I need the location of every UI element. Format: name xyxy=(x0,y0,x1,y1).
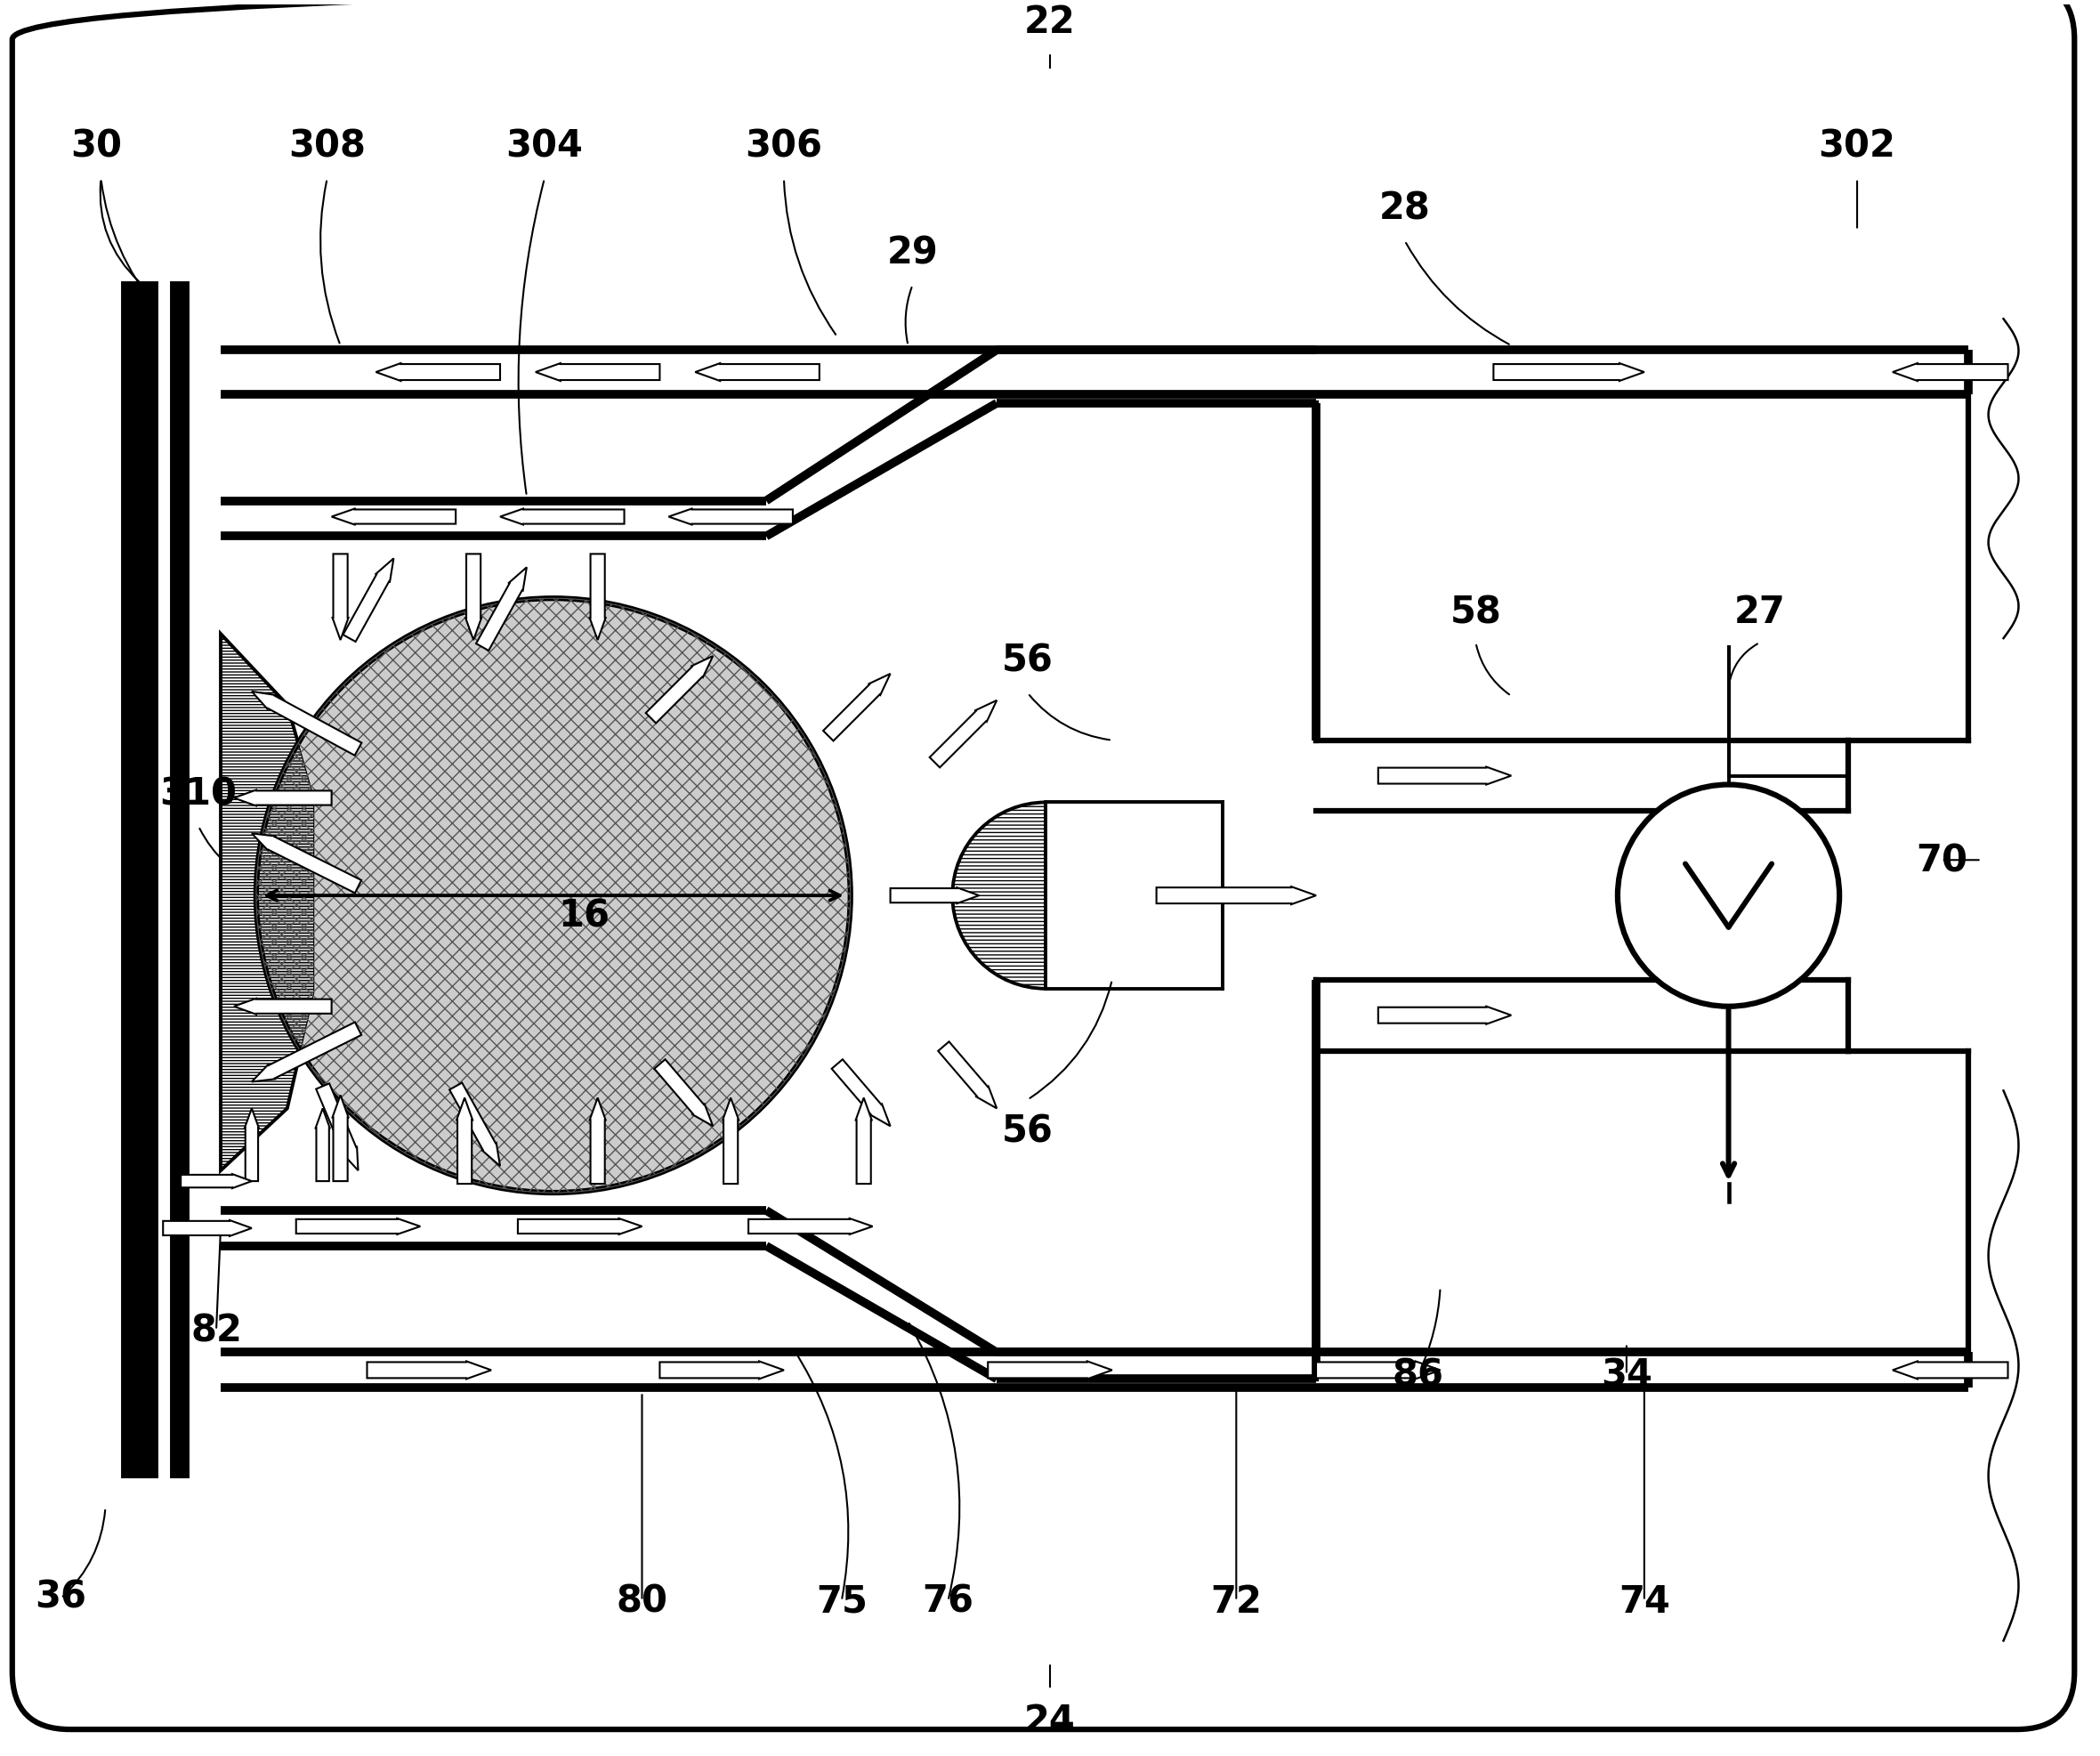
Text: 56: 56 xyxy=(1002,1112,1054,1150)
Polygon shape xyxy=(500,509,624,525)
Text: 16: 16 xyxy=(559,897,611,934)
Polygon shape xyxy=(857,1098,871,1184)
Text: 72: 72 xyxy=(1210,1582,1262,1619)
Polygon shape xyxy=(1157,887,1317,904)
Polygon shape xyxy=(332,555,349,641)
Text: 34: 34 xyxy=(1600,1356,1653,1394)
Polygon shape xyxy=(233,999,332,1015)
Text: 70: 70 xyxy=(1915,841,1968,880)
Circle shape xyxy=(256,599,851,1192)
Text: 74: 74 xyxy=(1619,1582,1670,1619)
Text: 58: 58 xyxy=(1449,594,1501,630)
Text: 28: 28 xyxy=(1380,190,1430,227)
Text: 56: 56 xyxy=(1002,643,1054,680)
Polygon shape xyxy=(164,1220,252,1236)
Polygon shape xyxy=(315,1108,330,1182)
Polygon shape xyxy=(449,1083,500,1166)
Text: 302: 302 xyxy=(1819,128,1896,165)
Polygon shape xyxy=(244,1108,258,1182)
Polygon shape xyxy=(748,1219,874,1234)
Polygon shape xyxy=(823,674,890,741)
Polygon shape xyxy=(655,1059,714,1126)
Text: 30: 30 xyxy=(71,128,122,165)
Text: 36: 36 xyxy=(36,1577,86,1616)
Polygon shape xyxy=(342,558,393,643)
Text: 82: 82 xyxy=(191,1312,241,1349)
Polygon shape xyxy=(252,692,361,755)
Polygon shape xyxy=(317,1083,359,1171)
Text: 308: 308 xyxy=(288,128,365,165)
Polygon shape xyxy=(590,1098,605,1184)
Polygon shape xyxy=(332,1096,349,1182)
Polygon shape xyxy=(930,701,998,767)
Text: 304: 304 xyxy=(506,128,584,165)
Text: 29: 29 xyxy=(886,234,939,272)
Text: 86: 86 xyxy=(1392,1356,1445,1394)
Polygon shape xyxy=(1317,1361,1441,1378)
Text: 24: 24 xyxy=(1025,1702,1075,1738)
Text: 306: 306 xyxy=(745,128,823,165)
Polygon shape xyxy=(519,1219,643,1234)
Circle shape xyxy=(1617,785,1840,1006)
Text: 76: 76 xyxy=(922,1582,974,1619)
Text: 22: 22 xyxy=(1025,4,1075,40)
Text: 310: 310 xyxy=(160,774,237,813)
Polygon shape xyxy=(890,889,979,904)
Polygon shape xyxy=(1892,363,2008,381)
Polygon shape xyxy=(456,1098,472,1184)
Polygon shape xyxy=(535,363,659,381)
Polygon shape xyxy=(1378,1006,1512,1024)
Text: 27: 27 xyxy=(1735,594,1785,630)
Polygon shape xyxy=(376,363,500,381)
Polygon shape xyxy=(233,790,332,806)
Polygon shape xyxy=(1378,767,1512,785)
Polygon shape xyxy=(252,1022,361,1082)
Polygon shape xyxy=(987,1361,1113,1378)
Polygon shape xyxy=(832,1059,890,1126)
Text: 75: 75 xyxy=(815,1582,867,1619)
Polygon shape xyxy=(1493,363,1644,381)
Wedge shape xyxy=(953,802,1046,989)
Polygon shape xyxy=(668,509,794,525)
Polygon shape xyxy=(590,555,605,641)
Polygon shape xyxy=(647,657,714,723)
Polygon shape xyxy=(477,567,527,651)
Polygon shape xyxy=(939,1041,998,1108)
Polygon shape xyxy=(659,1361,783,1378)
Polygon shape xyxy=(296,1219,420,1234)
Polygon shape xyxy=(722,1098,739,1184)
Polygon shape xyxy=(695,363,819,381)
Bar xyxy=(124,284,157,1477)
Polygon shape xyxy=(332,509,456,525)
Text: 80: 80 xyxy=(615,1582,668,1619)
Polygon shape xyxy=(368,1361,491,1378)
Polygon shape xyxy=(181,1175,252,1189)
Polygon shape xyxy=(466,555,481,641)
Bar xyxy=(172,284,187,1477)
Polygon shape xyxy=(220,634,313,1171)
Polygon shape xyxy=(252,834,361,894)
Polygon shape xyxy=(1892,1361,2008,1378)
